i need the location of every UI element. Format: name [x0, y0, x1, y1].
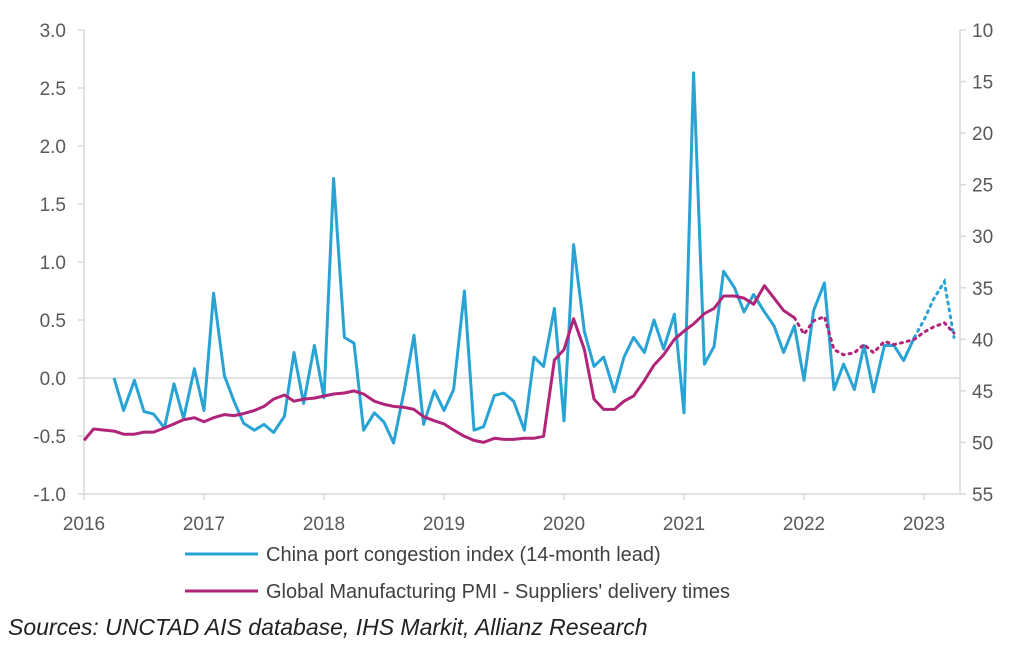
x-tick-label: 2019 [423, 514, 465, 535]
right-tick-label: 20 [972, 124, 993, 145]
left-tick-label: -0.5 [33, 427, 66, 448]
left-tick-label: 3.0 [40, 21, 66, 42]
left-tick-label: 0.0 [40, 369, 66, 390]
x-tick-label: 2020 [543, 514, 585, 535]
right-axis-ticks: 10 15 20 25 30 35 40 45 50 55 [960, 21, 993, 506]
x-tick-label: 2022 [783, 514, 825, 535]
series-line-port-congestion [112, 71, 916, 445]
x-tick-label: 2018 [303, 514, 345, 535]
x-tick-label: 2021 [663, 514, 705, 535]
right-tick-label: 55 [972, 485, 993, 506]
x-axis-ticks: 2016 2017 2018 2019 2020 2021 2022 2023 [63, 494, 945, 535]
x-tick-label: 2016 [63, 514, 105, 535]
series-forecast-port-congestion [912, 277, 956, 339]
series-layer [82, 71, 956, 445]
left-tick-label: -1.0 [33, 485, 66, 506]
left-tick-label: 0.5 [40, 311, 66, 332]
left-axis-ticks: -1.0 -0.5 0.0 0.5 1.0 1.5 2.0 2.5 3.0 [33, 21, 84, 506]
left-tick-label: 2.5 [40, 79, 66, 100]
x-tick-label: 2023 [903, 514, 945, 535]
right-tick-label: 35 [972, 279, 993, 300]
right-tick-label: 25 [972, 176, 993, 197]
series-line-pmi [82, 284, 796, 444]
legend-label-pmi: Global Manufacturing PMI - Suppliers' de… [266, 581, 730, 603]
right-tick-label: 30 [972, 227, 993, 248]
right-tick-label: 45 [972, 382, 993, 403]
series-forecast-pmi [792, 314, 956, 357]
left-tick-label: 1.5 [40, 195, 66, 216]
left-tick-label: 2.0 [40, 137, 66, 158]
right-tick-label: 15 [972, 73, 993, 94]
x-tick-label: 2017 [183, 514, 225, 535]
chart: -1.0 -0.5 0.0 0.5 1.0 1.5 2.0 2.5 3.0 10 15 20 25 30… [33, 21, 993, 603]
right-tick-label: 50 [972, 433, 993, 454]
legend-label-port-congestion: China port congestion index (14-month le… [266, 544, 661, 566]
source-note: Sources: UNCTAD AIS database, IHS Markit… [8, 614, 648, 640]
right-tick-label: 10 [972, 21, 993, 42]
legend: China port congestion index (14-month le… [185, 544, 730, 603]
left-tick-label: 1.0 [40, 253, 66, 274]
right-tick-label: 40 [972, 330, 993, 351]
